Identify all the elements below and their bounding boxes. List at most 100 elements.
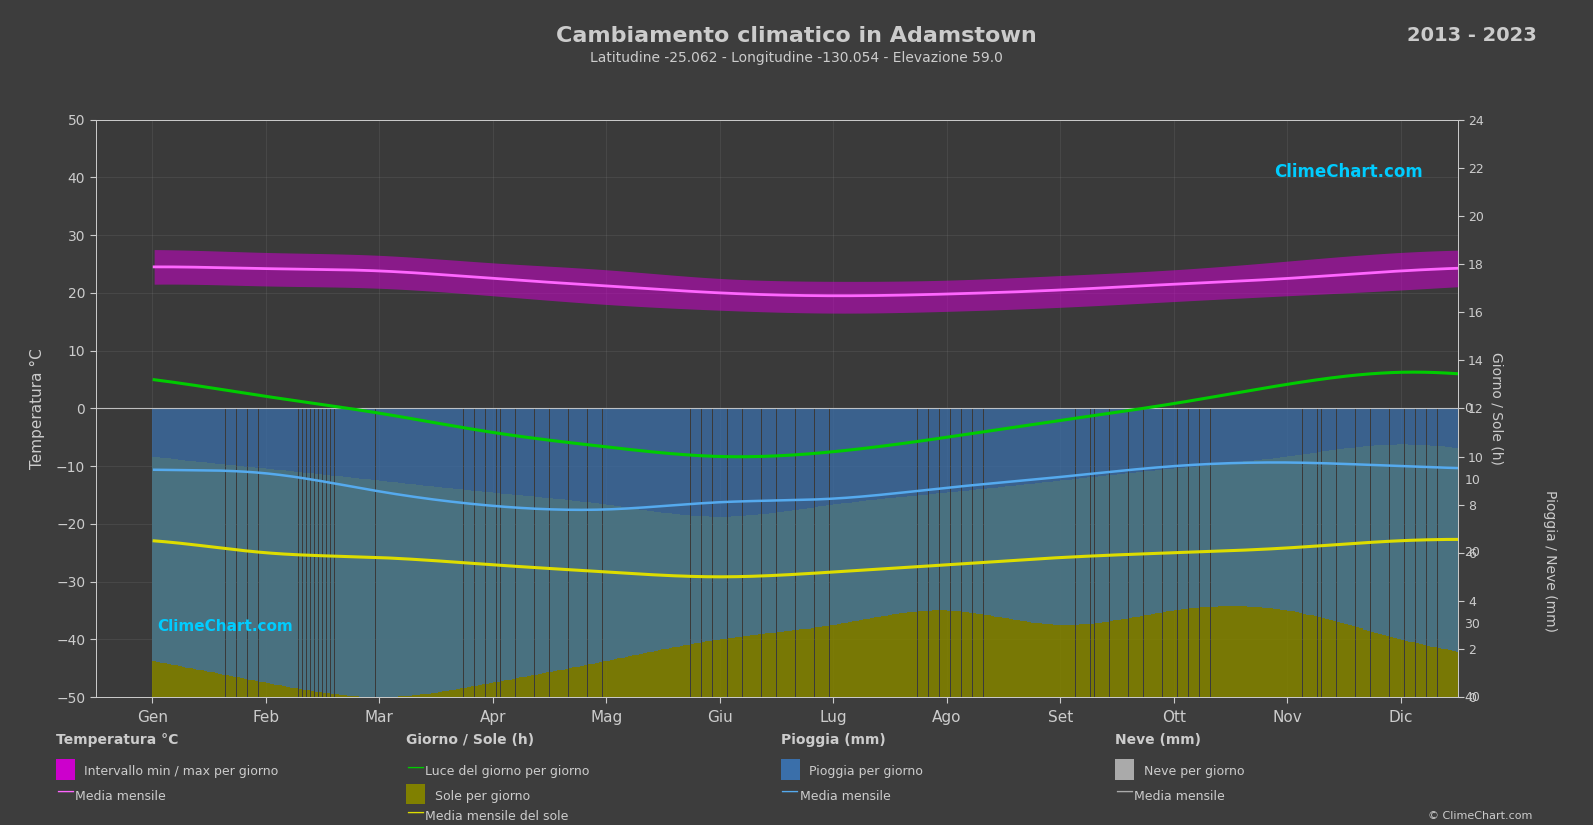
Bar (932, 408, 935, 610)
Bar (535, 408, 538, 675)
Bar (1020, 485, 1024, 697)
Bar (1094, 477, 1098, 697)
Bar (1333, 450, 1337, 697)
Bar (1456, 408, 1459, 652)
Bar (900, 497, 903, 697)
Bar (497, 408, 500, 681)
Bar (427, 408, 430, 694)
Bar (1067, 479, 1072, 697)
Bar (1445, 447, 1448, 697)
Bar (159, 408, 162, 662)
Bar (452, 408, 456, 690)
Bar (1211, 408, 1214, 606)
Bar (1024, 408, 1027, 621)
Bar (1228, 408, 1233, 606)
Bar (449, 488, 452, 697)
Text: © ClimeChart.com: © ClimeChart.com (1427, 811, 1532, 821)
Bar (1020, 408, 1024, 621)
Bar (1489, 453, 1493, 697)
Bar (1276, 408, 1279, 609)
Bar (1217, 408, 1222, 606)
Bar (290, 408, 295, 688)
Bar (1008, 486, 1013, 697)
Text: 2013 - 2023: 2013 - 2023 (1408, 26, 1537, 45)
Bar (1504, 455, 1507, 697)
Bar (789, 511, 792, 697)
Bar (773, 408, 776, 633)
Bar (1262, 460, 1265, 697)
Bar (405, 408, 408, 696)
Bar (709, 516, 712, 697)
Bar (988, 488, 991, 697)
Bar (1035, 483, 1039, 697)
Bar (1405, 445, 1408, 697)
Bar (196, 462, 199, 697)
Bar (720, 408, 723, 639)
Bar (430, 487, 435, 697)
Bar (1075, 408, 1078, 625)
Bar (446, 488, 449, 697)
Bar (895, 497, 898, 697)
Bar (1128, 473, 1133, 697)
Bar (1200, 466, 1203, 697)
Bar (492, 408, 497, 682)
Bar (405, 483, 408, 697)
Bar (792, 408, 795, 630)
Text: —: — (406, 757, 424, 776)
Bar (382, 408, 387, 697)
Bar (1228, 463, 1233, 697)
Bar (566, 408, 569, 669)
Bar (1086, 478, 1091, 697)
Bar (274, 469, 277, 697)
Bar (669, 513, 672, 697)
Bar (360, 478, 363, 697)
Bar (1166, 408, 1169, 611)
Bar (553, 408, 558, 671)
Bar (164, 458, 167, 697)
Bar (811, 507, 814, 697)
Bar (229, 408, 233, 676)
Bar (1474, 408, 1478, 655)
Bar (822, 408, 825, 626)
Bar (830, 408, 833, 625)
Bar (1147, 471, 1152, 697)
Text: Temperatura °C: Temperatura °C (56, 733, 178, 747)
Bar (1459, 449, 1462, 697)
Bar (460, 408, 464, 688)
Bar (1236, 408, 1239, 606)
Bar (988, 408, 991, 615)
Bar (1192, 467, 1196, 697)
Bar (825, 506, 830, 697)
Bar (174, 408, 178, 666)
Bar (508, 408, 511, 680)
Bar (271, 408, 274, 684)
Bar (1174, 469, 1177, 697)
Bar (523, 408, 527, 676)
Bar (419, 408, 424, 695)
Bar (368, 408, 371, 697)
Bar (977, 408, 980, 614)
Bar (859, 408, 862, 620)
Bar (647, 408, 650, 653)
Bar (859, 502, 862, 697)
Bar (287, 408, 290, 687)
Bar (167, 408, 170, 664)
Bar (1325, 451, 1329, 697)
Bar (1400, 408, 1405, 640)
Bar (355, 478, 358, 697)
Bar (973, 490, 977, 697)
Bar (1340, 408, 1344, 623)
Bar (1378, 446, 1381, 697)
Bar (464, 490, 467, 697)
Bar (1364, 408, 1367, 629)
Bar (1163, 469, 1166, 697)
Bar (932, 494, 935, 697)
Bar (244, 466, 247, 697)
Bar (769, 408, 773, 633)
Bar (962, 408, 965, 611)
Bar (792, 511, 795, 697)
Bar (201, 462, 204, 697)
Bar (424, 408, 427, 694)
Bar (833, 408, 836, 625)
Bar (1405, 408, 1408, 641)
